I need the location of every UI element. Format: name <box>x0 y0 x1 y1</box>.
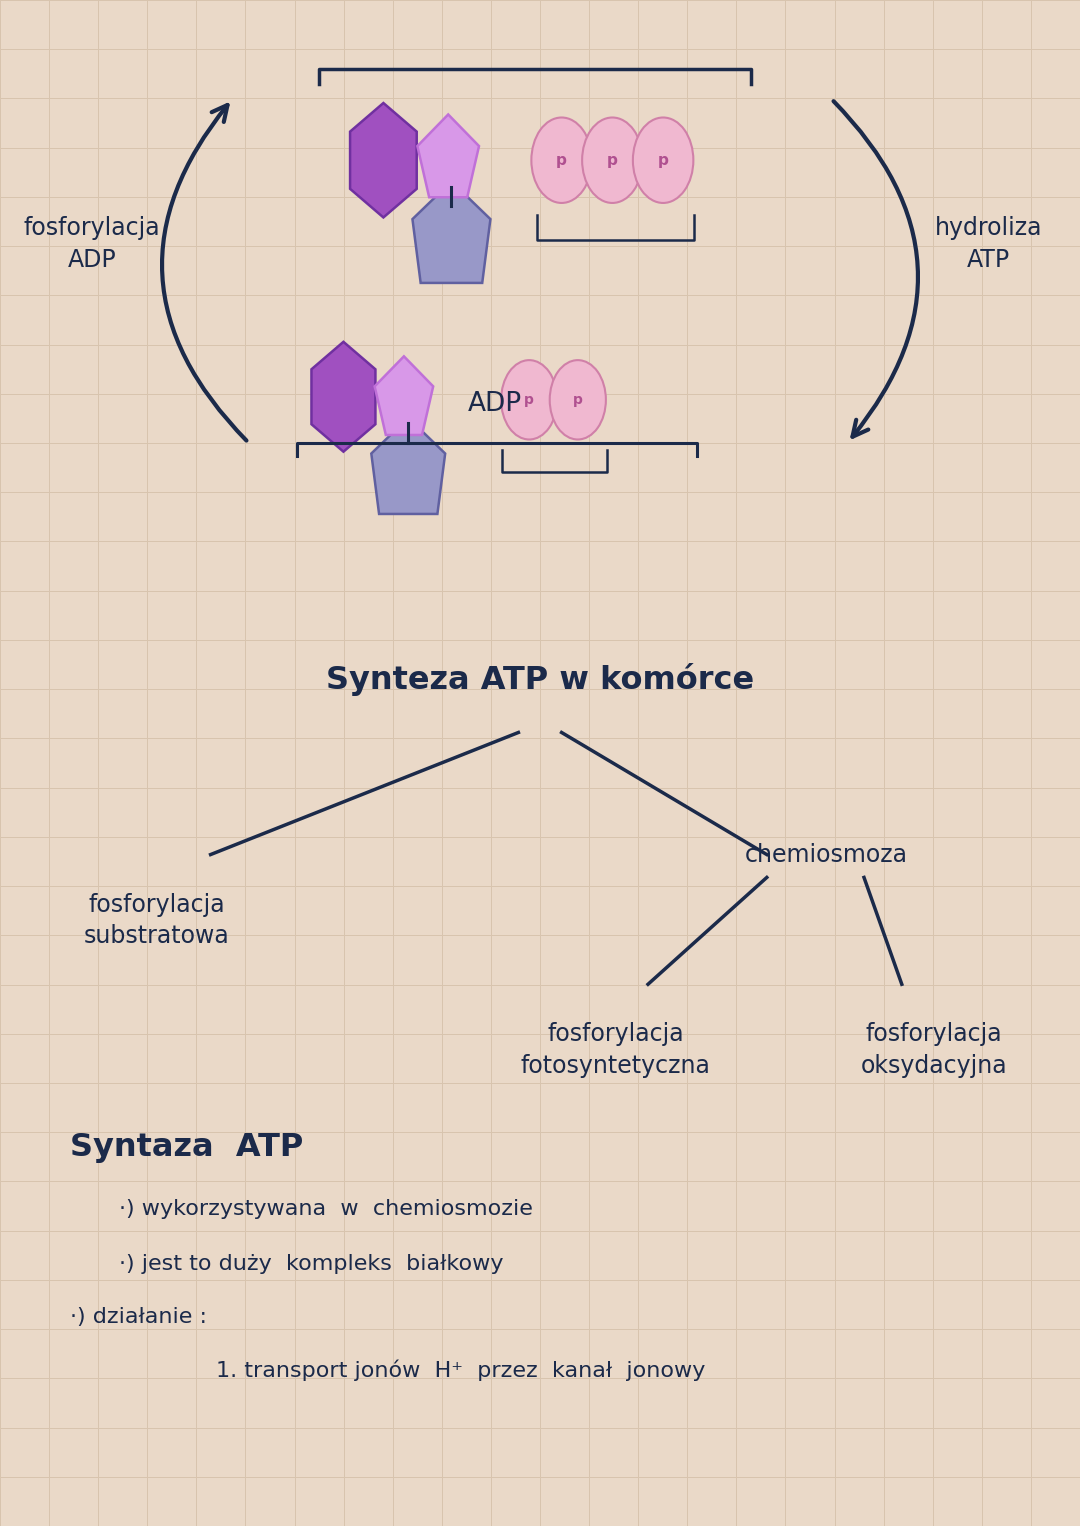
Text: ·) działanie :: ·) działanie : <box>70 1306 207 1328</box>
FancyArrowPatch shape <box>162 105 246 441</box>
Text: p: p <box>607 153 618 168</box>
Text: fosforylacja
fotosyntetyczna: fosforylacja fotosyntetyczna <box>521 1022 711 1077</box>
Circle shape <box>501 360 557 439</box>
Text: p: p <box>556 153 567 168</box>
Text: p: p <box>572 392 583 407</box>
Text: ·) jest to duży  kompleks  białkowy: ·) jest to duży kompleks białkowy <box>119 1253 503 1274</box>
FancyArrowPatch shape <box>834 101 918 436</box>
Text: ADP: ADP <box>468 391 522 417</box>
Polygon shape <box>375 357 433 435</box>
Text: p: p <box>658 153 669 168</box>
Polygon shape <box>413 182 490 282</box>
Text: Syntaza  ATP: Syntaza ATP <box>70 1132 303 1163</box>
Polygon shape <box>311 342 376 452</box>
Text: fosforylacja
oksydacyjna: fosforylacja oksydacyjna <box>861 1022 1008 1077</box>
Polygon shape <box>350 104 417 218</box>
Text: p: p <box>524 392 535 407</box>
Polygon shape <box>417 114 480 197</box>
Text: fosforylacja
substratowa: fosforylacja substratowa <box>84 893 229 948</box>
Circle shape <box>550 360 606 439</box>
Text: chemiosmoza: chemiosmoza <box>745 842 907 867</box>
Circle shape <box>633 118 693 203</box>
Polygon shape <box>372 418 445 514</box>
Text: 1. transport jonów  H⁺  przez  kanał  jonowy: 1. transport jonów H⁺ przez kanał jonowy <box>216 1360 705 1381</box>
Text: hydroliza
ATP: hydroliza ATP <box>934 217 1042 272</box>
Circle shape <box>531 118 592 203</box>
Text: fosforylacja
ADP: fosforylacja ADP <box>24 217 160 272</box>
Circle shape <box>582 118 643 203</box>
Text: ·) wykorzystywana  w  chemiosmozie: ·) wykorzystywana w chemiosmozie <box>119 1198 532 1219</box>
Text: Synteza ATP w komórce: Synteza ATP w komórce <box>326 662 754 696</box>
